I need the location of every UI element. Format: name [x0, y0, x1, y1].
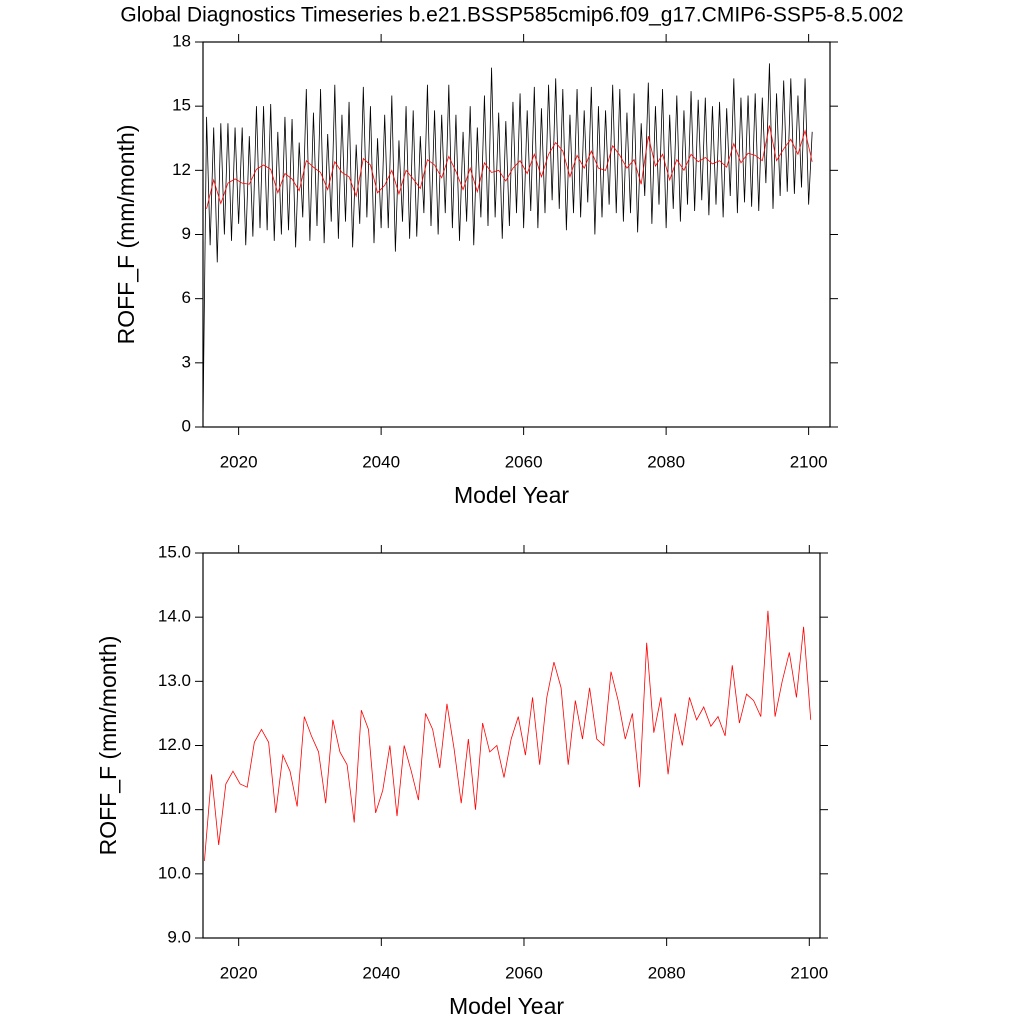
y-tick-label: 14.0: [158, 607, 191, 626]
y-axis-label: ROFF_F (mm/month): [95, 636, 121, 856]
y-tick-label: 9: [182, 224, 191, 243]
x-tick-label: 2020: [220, 452, 258, 471]
data-line: [204, 610, 812, 862]
y-tick-label: 13.0: [158, 671, 191, 690]
x-axis-label: Model Year: [449, 993, 564, 1019]
y-tick-label: 3: [182, 352, 191, 371]
x-tick-label: 2060: [505, 452, 543, 471]
plot-frame: [202, 552, 821, 939]
plot-area: [204, 610, 812, 862]
y-tick-label: 6: [182, 288, 191, 307]
x-tick-label: 2020: [220, 963, 258, 982]
figure-title: Global Diagnostics Timeseries b.e21.BSSP…: [120, 4, 903, 27]
y-tick-label: 12.0: [158, 735, 191, 754]
data-line: [206, 125, 813, 209]
x-axis-label: Model Year: [454, 482, 569, 508]
y-tick-label: 18: [172, 31, 191, 50]
x-tick-label: 2080: [648, 963, 686, 982]
x-tick-label: 2040: [362, 452, 400, 471]
y-tick-label: 9.0: [167, 927, 191, 946]
x-tick-label: 2080: [647, 452, 685, 471]
plot-frame: [202, 41, 831, 428]
y-axis-label: ROFF_F (mm/month): [113, 125, 139, 345]
x-tick-label: 2040: [362, 963, 400, 982]
x-tick-label: 2060: [505, 963, 543, 982]
y-tick-label: 11.0: [159, 799, 191, 818]
x-tick-label: 2100: [790, 963, 828, 982]
y-tick-label: 0: [182, 416, 191, 435]
data-line: [203, 63, 813, 423]
y-tick-label: 12: [172, 160, 191, 179]
x-tick-label: 2100: [790, 452, 828, 471]
y-tick-label: 15: [172, 96, 191, 115]
y-tick-label: 15.0: [158, 542, 191, 561]
plot-area: [203, 63, 813, 423]
y-tick-label: 10.0: [158, 863, 191, 882]
